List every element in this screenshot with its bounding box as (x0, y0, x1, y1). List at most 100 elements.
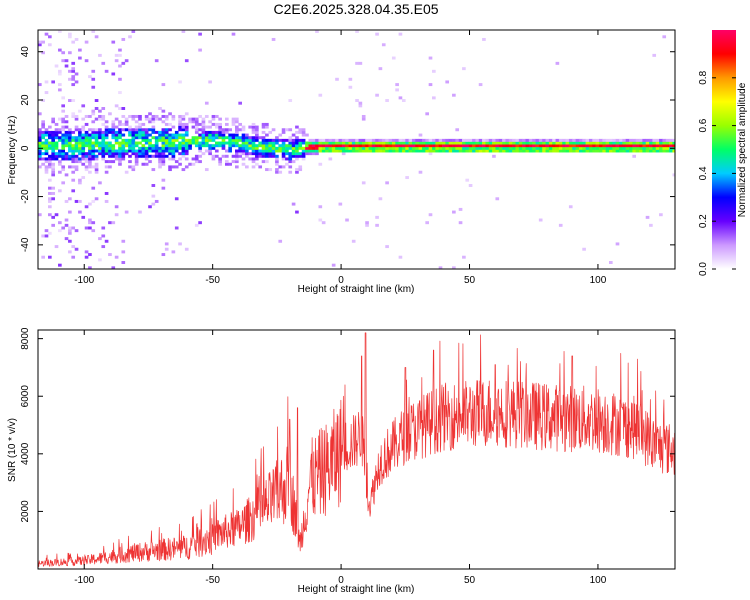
spectrogram-cell (71, 136, 76, 140)
spectrogram-cell (512, 149, 516, 153)
spectrogram-cell (91, 120, 96, 124)
spectrogram-cell (285, 149, 289, 153)
spectrogram-cell (295, 154, 299, 158)
spectrogram-cell (178, 162, 182, 166)
spectrogram-cell (295, 144, 299, 148)
spectrogram-cell (649, 146, 653, 150)
spectrogram-cell (528, 141, 533, 145)
spectrogram-cell (121, 107, 126, 110)
spectrogram-cell (381, 141, 386, 145)
spectrogram-cell (602, 141, 606, 145)
spectrogram-cell (44, 138, 49, 142)
spectrogram-cell (148, 154, 152, 158)
spectrogram-cell (214, 144, 219, 148)
spectrogram-cell (251, 144, 256, 148)
spectrogram-cell (371, 138, 376, 142)
spectrogram-cell (141, 146, 146, 150)
spectrogram-cell (78, 149, 82, 153)
spectrogram-cell (54, 64, 59, 68)
spectrogram-cell (315, 141, 319, 145)
spectrogram-cell (51, 136, 55, 140)
spectrogram-cell (134, 125, 139, 129)
spectrogram-cell (121, 146, 126, 150)
spectrogram-cell (104, 125, 109, 129)
spectrogram-cell (608, 144, 613, 148)
spectrogram-cell (385, 144, 389, 148)
spectrogram-cell (298, 168, 303, 172)
spectrogram-cell (301, 149, 306, 153)
spectrogram-cell (224, 162, 229, 166)
spectrogram-cell (278, 133, 283, 137)
spectrogram-cell (88, 165, 92, 169)
spectrogram-cell (168, 152, 172, 156)
spectrogram-cell (88, 138, 92, 142)
spectrogram-cell (238, 154, 242, 158)
spectrogram-cell (121, 152, 126, 156)
spectrogram-cell (538, 138, 543, 142)
spectrogram-cell (375, 149, 379, 153)
spectrogram-cell (482, 146, 486, 150)
spectrogram-cell (74, 72, 79, 76)
spectrogram-cell (181, 30, 186, 33)
spectrogram-cell (261, 144, 266, 148)
spectrogram-cell (285, 157, 289, 161)
spectrogram-cell (78, 157, 82, 161)
spectrogram-cell (331, 138, 336, 142)
spectrogram-cell (542, 144, 546, 148)
spectrogram-cell (659, 141, 663, 145)
spectrogram-cell (224, 160, 229, 164)
spectrogram-cell (268, 152, 273, 156)
spectrogram-cell (261, 130, 266, 134)
spectrogram-cell (228, 128, 232, 132)
spectrogram-cell (622, 138, 626, 142)
spectrogram-cell (61, 109, 66, 113)
spectrogram-cell (241, 157, 246, 161)
spectrogram-cell (111, 221, 116, 225)
spectrogram-cell (111, 160, 116, 164)
spectrogram-cell (575, 138, 580, 142)
spectrogram-cell (74, 160, 79, 164)
spectrogram-cell (388, 141, 393, 145)
spectrogram-cell (84, 114, 89, 118)
spectrogram-cell (275, 146, 279, 150)
spectrogram-cell (198, 128, 202, 132)
spectrogram-cell (639, 149, 643, 153)
spectrogram-cell (41, 157, 45, 161)
spectrogram-cell (164, 138, 169, 142)
spectrogram-cell (462, 141, 466, 145)
spectrogram-cell (104, 141, 109, 145)
spectrogram-cell (428, 213, 433, 217)
spectrogram-cell (425, 146, 429, 150)
spectrogram-cell (298, 138, 303, 142)
spectrogram-cell (138, 136, 142, 140)
spectrogram-cell (144, 133, 149, 137)
spectrogram-cell (462, 149, 466, 153)
spectrogram-cell (44, 32, 49, 36)
spectrogram-cell (602, 138, 606, 142)
spectrogram-cell (204, 101, 209, 105)
spectrogram-cell (58, 136, 62, 140)
spectrogram-cell (104, 160, 109, 164)
x-tick-label: -100 (74, 275, 94, 286)
spectrogram-cell (518, 144, 523, 148)
spectrogram-cell (141, 130, 146, 134)
spectrogram-cell (405, 149, 409, 153)
spectrogram-cell (224, 141, 229, 145)
spectrogram-cell (128, 125, 132, 129)
spectrogram-cell (428, 144, 433, 148)
spectrogram-cell (68, 51, 72, 55)
spectrogram-cell (191, 141, 196, 145)
spectrogram-cell (58, 130, 62, 134)
spectrogram-cell (475, 144, 480, 148)
spectrogram-cell (64, 59, 69, 63)
spectrogram-cell (188, 117, 192, 121)
spectrogram-cell (532, 141, 536, 145)
spectrogram-cell (178, 144, 182, 148)
spectrogram-cell (645, 144, 650, 148)
spectrogram-cell (301, 133, 306, 137)
spectrogram-cell (114, 141, 119, 145)
spectrogram-cell (452, 149, 456, 153)
spectrogram-cell (411, 149, 416, 153)
spectrogram-cell (619, 146, 623, 150)
spectrogram-cell (278, 170, 283, 174)
